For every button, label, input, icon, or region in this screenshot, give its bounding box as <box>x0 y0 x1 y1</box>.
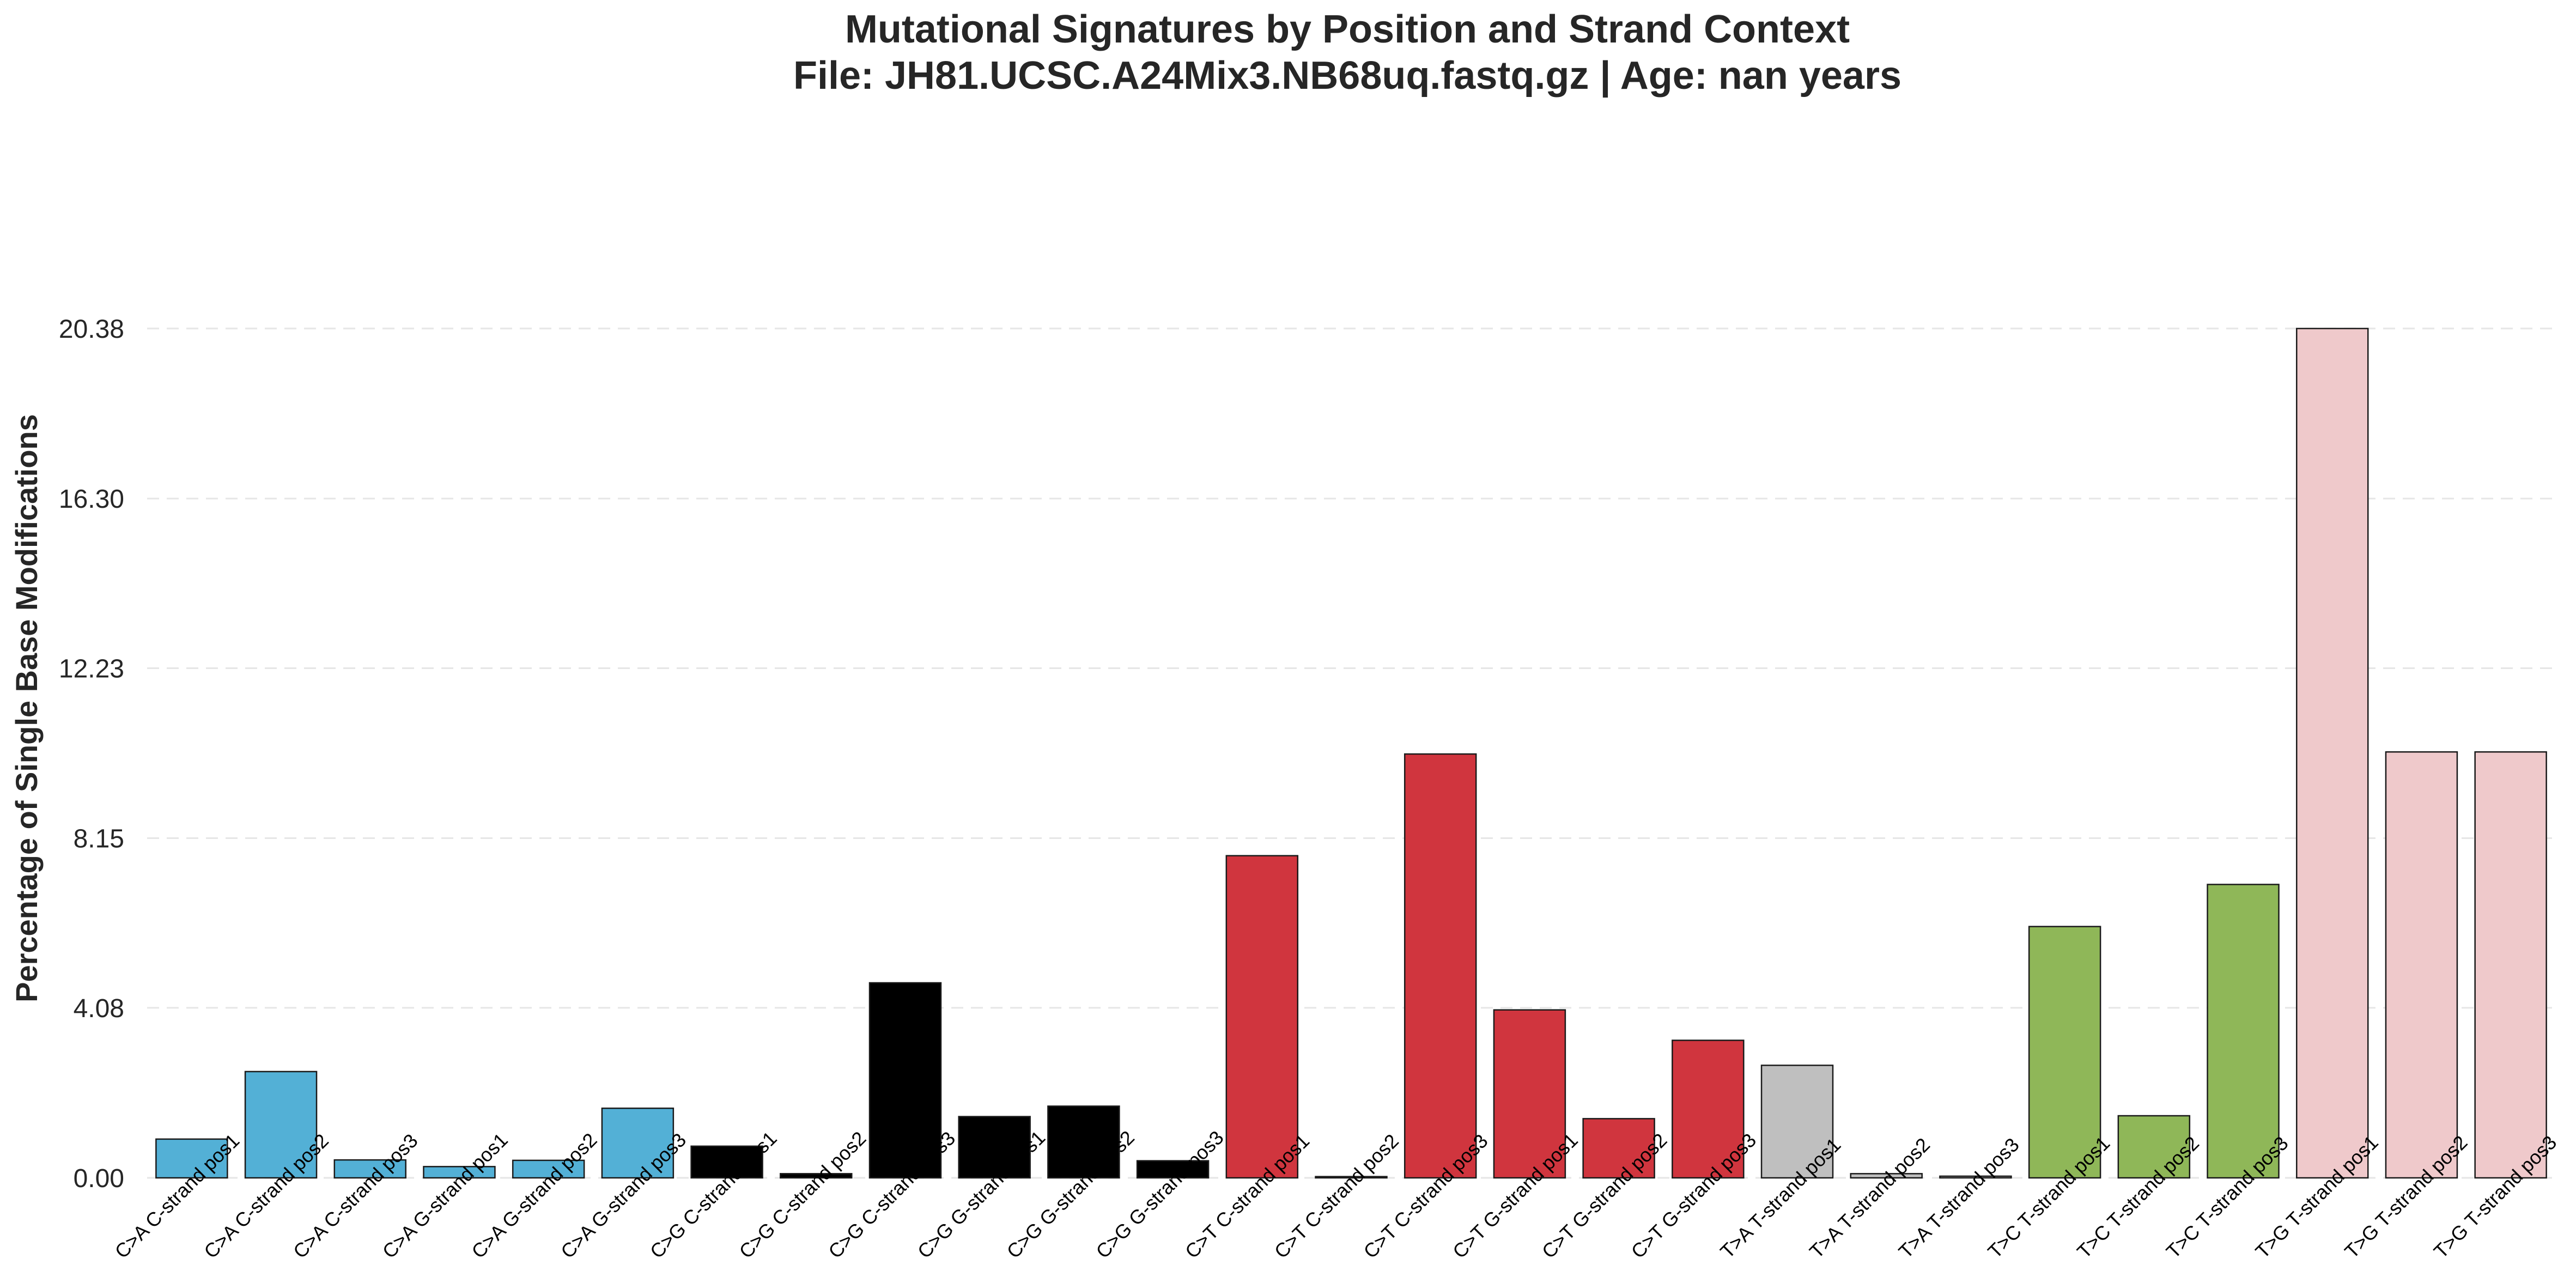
bar <box>423 1166 496 1179</box>
y-tick-label: 12.23 <box>59 654 124 683</box>
bar <box>958 1116 1031 1179</box>
bar <box>1047 1105 1120 1179</box>
y-axis-label: Percentage of Single Base Modifications <box>9 414 44 1002</box>
bar <box>1939 1175 2012 1179</box>
y-tick-label: 0.00 <box>74 1164 124 1193</box>
bar <box>2474 751 2547 1179</box>
bar <box>1225 855 1299 1179</box>
y-tick-label: 4.08 <box>74 994 124 1023</box>
bar <box>780 1173 853 1179</box>
bar <box>1136 1160 1210 1179</box>
bar <box>155 1138 228 1179</box>
bar <box>1404 753 1477 1179</box>
bar <box>1760 1065 1834 1179</box>
bar <box>2296 327 2369 1179</box>
bar <box>2117 1115 2191 1179</box>
bar <box>1493 1009 1566 1179</box>
bar <box>2385 751 2458 1179</box>
bar <box>1582 1118 1655 1179</box>
y-tick-label: 8.15 <box>74 825 124 854</box>
bars <box>155 327 2547 1179</box>
bar <box>2207 884 2280 1179</box>
grid-lines <box>147 327 2555 1179</box>
bar <box>333 1159 406 1179</box>
y-tick-labels: 0.00 4.08 8.15 12.23 16.30 20.38 <box>59 315 124 1193</box>
bar <box>2028 926 2101 1179</box>
chart-title-line2: File: JH81.UCSC.A24Mix3.NB68uq.fastq.gz … <box>793 54 1901 98</box>
bar <box>690 1145 763 1179</box>
chart-title-line1: Mutational Signatures by Position and St… <box>845 8 1850 51</box>
bar <box>244 1071 318 1179</box>
bar <box>1850 1173 1923 1179</box>
bar <box>1672 1039 1745 1179</box>
bar <box>1315 1176 1388 1179</box>
bar <box>512 1159 585 1179</box>
bar <box>868 982 942 1179</box>
y-tick-label: 20.38 <box>59 315 124 344</box>
y-tick-label: 16.30 <box>59 485 124 514</box>
bar <box>601 1108 675 1179</box>
